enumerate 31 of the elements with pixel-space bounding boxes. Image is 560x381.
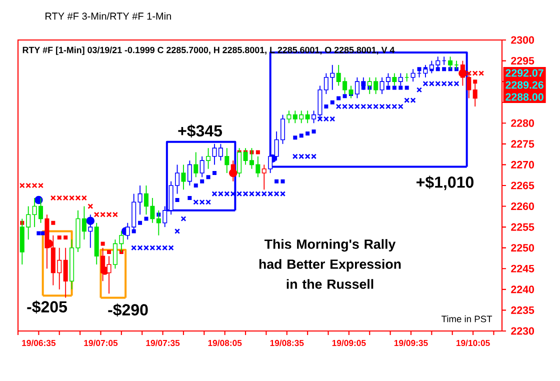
y-tick-label: 2300 [511, 36, 534, 44]
y-tick-label: 2295 [511, 57, 534, 65]
annotation: -$290 [108, 303, 148, 317]
annotation: +$1,010 [416, 176, 474, 190]
y-tick-label: 2260 [511, 202, 534, 210]
x-tick-label: 19/06:35 [22, 340, 56, 346]
annotation: -$205 [27, 300, 68, 314]
y-tick-label: 2265 [511, 182, 534, 190]
y-tick-label: 2280 [511, 119, 534, 127]
y-tick-label: 2230 [511, 327, 534, 335]
x-tick-label: 19/10:05 [456, 340, 490, 346]
x-tick-label: 19/07:35 [146, 340, 180, 346]
y-tick-label: 2275 [511, 140, 534, 148]
y-tick-label: 2250 [511, 244, 534, 252]
annotation: Time in PST [442, 315, 492, 322]
text: 2292.07 [506, 69, 544, 77]
x-tick-label: 19/09:05 [332, 340, 366, 346]
x-tick-label: 19/09:35 [394, 340, 428, 346]
text: 2288.00 [506, 93, 544, 101]
chart-title: RTY #F 3-Min/RTY #F 1-Min [46, 12, 171, 20]
annotation: +$345 [178, 124, 222, 138]
x-tick-label: 19/08:35 [270, 340, 304, 346]
y-tick-label: 2235 [511, 306, 534, 314]
y-tick-label: 2255 [511, 223, 534, 231]
x-tick-label: 19/08:05 [208, 340, 242, 346]
y-tick-label: 2240 [511, 286, 534, 294]
y-tick-label: 2245 [511, 264, 534, 272]
x-tick-label: 19/07:05 [84, 340, 118, 346]
y-tick-label: 2270 [511, 160, 534, 168]
annotation: This Morning's Rally had Better Expression in the Russell [259, 239, 401, 289]
text: 2289.26 [506, 81, 544, 89]
